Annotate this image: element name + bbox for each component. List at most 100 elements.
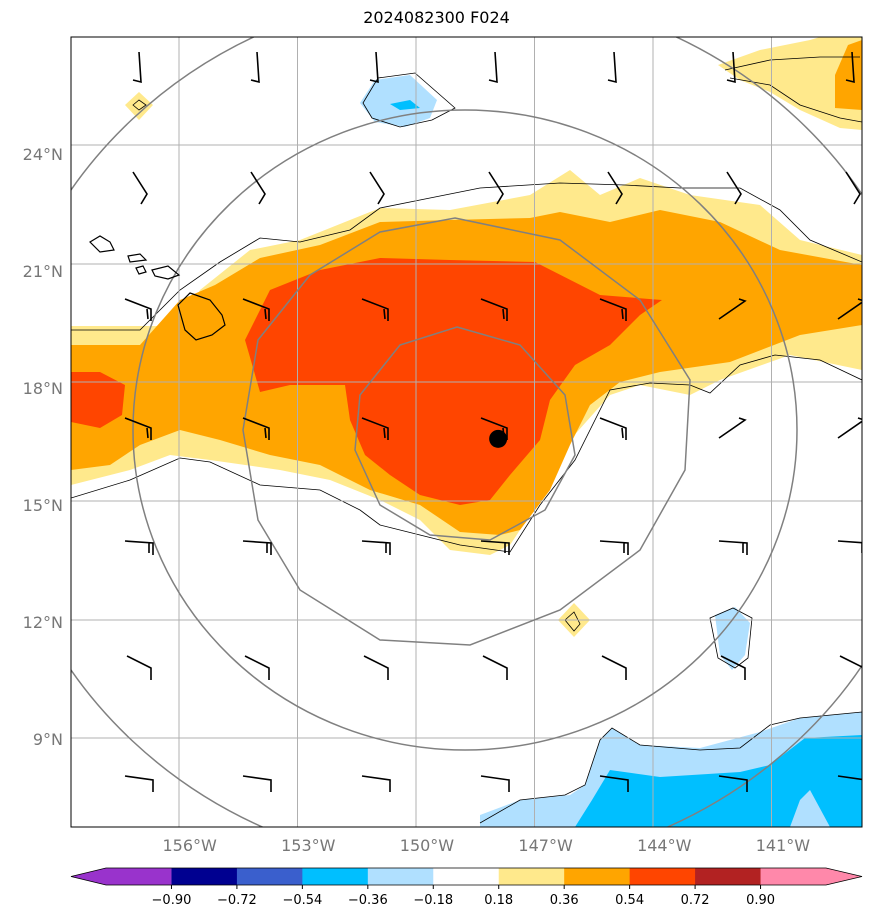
wind-barb-stroke [726, 171, 742, 205]
colorbar-segment [498, 868, 565, 885]
wind-barb-stroke [837, 775, 862, 781]
wind-barb-stroke [132, 51, 142, 84]
colorbar-segment [302, 868, 369, 885]
lat-tick-label: 21°N [23, 262, 63, 281]
wind-barb [601, 655, 627, 680]
wind-barb-stroke [599, 540, 629, 555]
wind-barb [124, 775, 154, 792]
wind-barb [720, 655, 746, 680]
wind-barb-stroke [242, 775, 272, 792]
lon-tick-label: 156°W [162, 836, 217, 855]
wind-barb [250, 171, 266, 205]
wind-barb [126, 655, 152, 680]
wind-barb-stroke [126, 655, 152, 680]
wind-barb-stroke [242, 417, 270, 440]
range-ring-2 [242, 217, 691, 646]
wind-barb-stroke [361, 540, 391, 555]
wind-barb-stroke [482, 655, 508, 680]
wind-barb [124, 417, 152, 440]
colorbar-segment [629, 868, 696, 885]
wind-barb-stroke [718, 540, 748, 555]
wind-barb-stroke [480, 775, 510, 792]
island-hawaii [177, 292, 226, 341]
wind-barb [599, 298, 627, 321]
wind-barb [480, 540, 510, 555]
island-oahu [127, 253, 148, 263]
wind-barb-stroke [726, 51, 736, 84]
lon-tick-label: 144°W [637, 836, 692, 855]
wind-barb-stroke [845, 171, 861, 205]
wind-barb-stroke [363, 655, 389, 680]
lon-tick-label: 153°W [281, 836, 336, 855]
lat-tick-label: 12°N [23, 613, 63, 632]
wind-barb [837, 540, 862, 553]
colorbar-segment [564, 868, 631, 885]
wind-barb [718, 417, 747, 439]
colorbar-level-label: −0.90 [152, 893, 192, 908]
wind-barb [250, 51, 260, 84]
range-ring-1 [354, 326, 576, 541]
wind-barb-stroke [837, 540, 862, 553]
wind-barb-stroke [369, 51, 379, 84]
colorbar-segment [433, 868, 500, 885]
storm-center-marker [489, 429, 508, 448]
wind-barb [488, 51, 498, 84]
map-title: 2024082300 F024 [363, 8, 510, 27]
colorbar-level-label: 0.18 [484, 893, 513, 908]
colorbar-segment [236, 868, 303, 885]
colorbar [70, 867, 863, 889]
wind-barb [361, 417, 389, 440]
wind-barb-stroke [837, 417, 862, 439]
wind-barb [726, 51, 736, 84]
colorbar-segment [367, 868, 434, 885]
wind-barb [242, 775, 272, 792]
wind-barb-stroke [361, 417, 389, 440]
wind-barb [361, 775, 391, 792]
latitude-labels: 24°N 21°N 18°N 15°N 12°N 9°N [23, 145, 63, 749]
wind-barb [726, 171, 742, 205]
wind-barb-stroke [599, 417, 627, 440]
colorbar-labels: −0.90 −0.72 −0.54 −0.36 −0.18 0.18 0.36 0.54 0.7… [152, 893, 775, 908]
wind-barb-stroke [242, 298, 270, 321]
wind-barb [244, 655, 270, 680]
wind-barb [488, 171, 504, 205]
wind-barb-stroke [720, 655, 746, 680]
colorbar-level-label: −0.18 [413, 893, 453, 908]
lat-tick-label: 18°N [23, 379, 63, 398]
wind-barb-stroke [601, 655, 627, 680]
colorbar-segment [695, 868, 762, 885]
wind-barb [718, 540, 748, 555]
wind-barb [124, 540, 154, 555]
wind-barb-stroke [124, 298, 152, 321]
wind-barb-stroke [369, 171, 385, 205]
wind-barb [361, 540, 391, 555]
wind-barb [837, 298, 862, 320]
wind-barb-stroke [488, 171, 504, 205]
wind-barb-stroke [599, 298, 627, 321]
colorbar-level-label: 0.36 [550, 893, 579, 908]
hawaii-coastline [89, 235, 226, 341]
wind-barb [607, 171, 623, 205]
wind-barb-stroke [599, 775, 629, 792]
wind-barb-stroke [718, 417, 747, 439]
wind-barb-stroke [124, 540, 154, 555]
wind-barb [242, 540, 272, 555]
wind-barb-stroke [124, 417, 152, 440]
range-rings [71, 37, 862, 827]
colorbar-segment [171, 868, 238, 885]
wind-barb [242, 298, 270, 321]
wind-barb [718, 298, 747, 320]
wind-barb-stroke [250, 51, 260, 84]
wind-barb-stroke [132, 171, 148, 205]
wind-barb-stroke [480, 540, 510, 555]
colorbar-level-label: 0.54 [615, 893, 644, 908]
wind-barb [480, 775, 510, 792]
wind-barb-stroke [361, 298, 389, 321]
lat-tick-label: 15°N [23, 496, 63, 515]
wind-barb [132, 171, 148, 205]
wind-barb-stroke [480, 298, 508, 321]
lat-tick-label: 24°N [23, 145, 63, 164]
colorbar-level-label: 0.72 [681, 893, 710, 908]
graticule [71, 37, 862, 827]
